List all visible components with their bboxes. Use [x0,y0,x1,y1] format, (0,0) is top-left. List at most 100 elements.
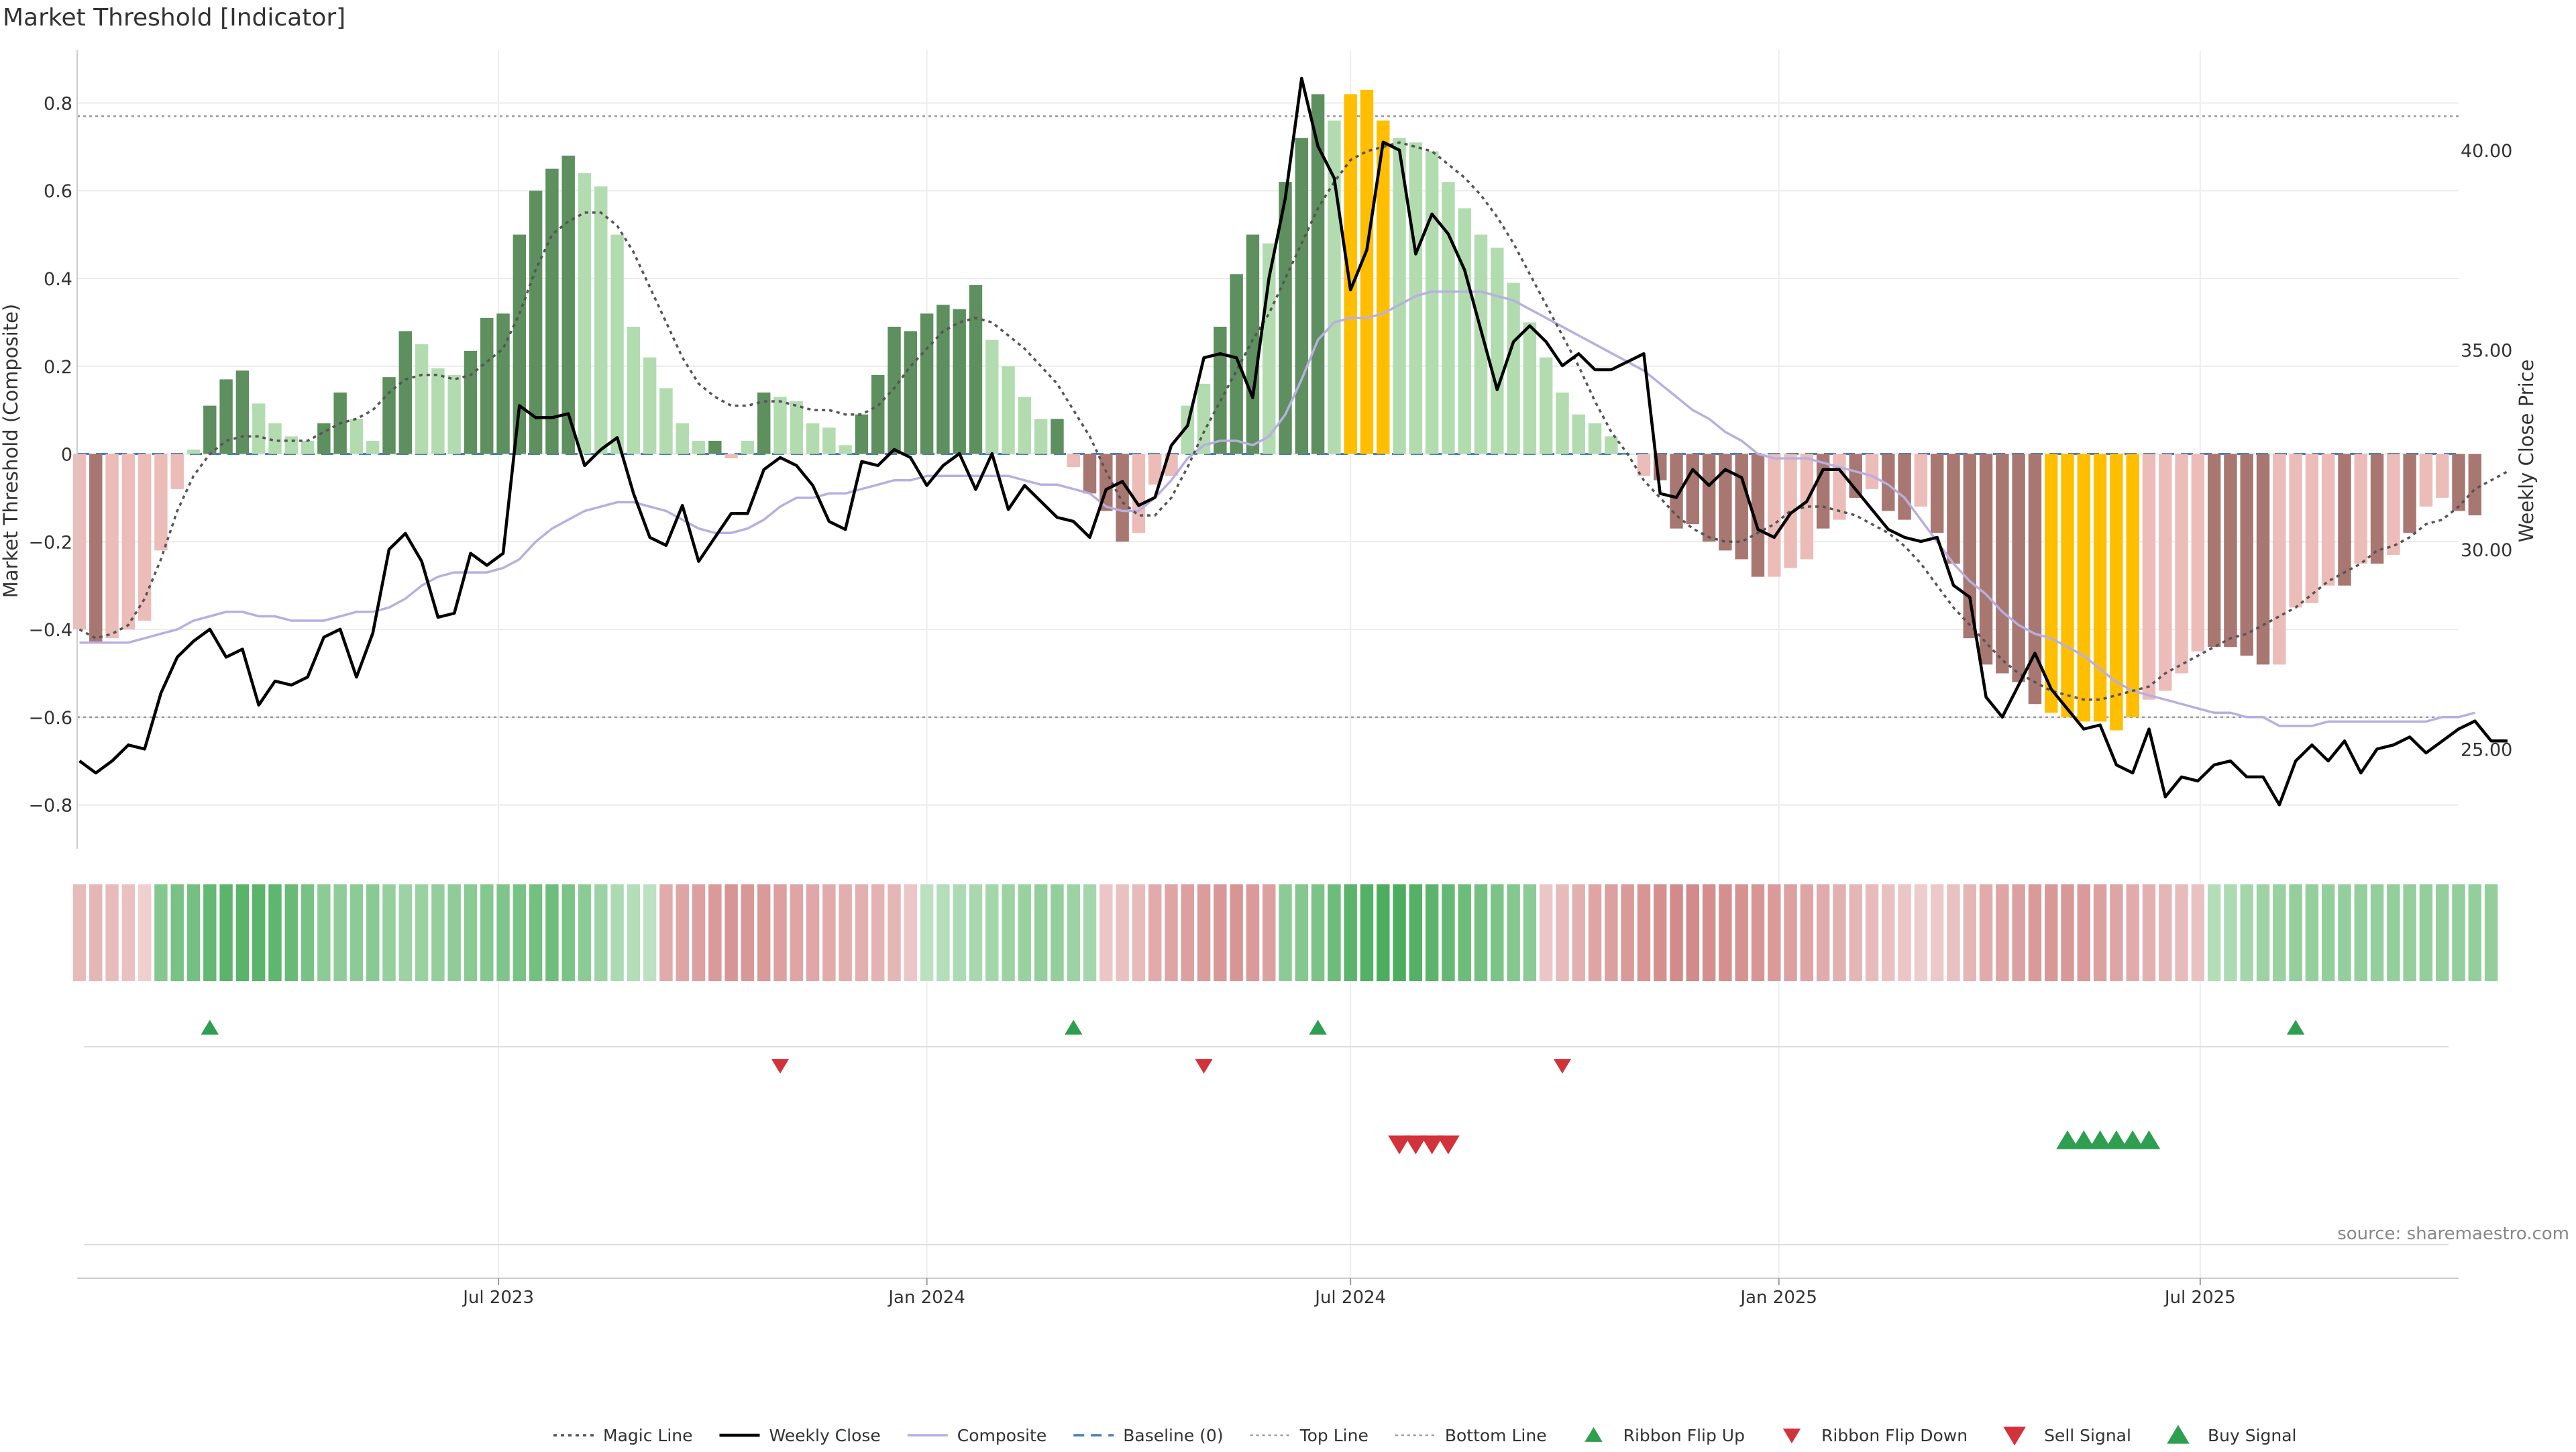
composite-bar [154,454,168,551]
ribbon-cell [170,884,184,981]
ribbon-cell [1067,884,1080,981]
ribbon-cell [1099,884,1113,981]
ribbon-cell [464,884,478,981]
ribbon-flip-up-marker [1065,1019,1083,1035]
ribbon-cell [1002,884,1015,981]
composite-bar [757,393,771,454]
ribbon-cell [1491,884,1504,981]
ribbon-cell [627,884,641,981]
composite-bar [398,331,413,454]
composite-bar [1800,454,1814,560]
x-axis: Jul 2023 Jan 2024 Jul 2024 Jan 2025 Jul 2025 [77,1278,2459,1308]
ribbon-cell [953,884,966,981]
composite-bar [969,284,983,454]
buy-signal-marker [2072,1130,2096,1149]
ribbon-cell [1507,884,1520,981]
ribbon-cell [1311,884,1325,981]
ribbon-cell [1670,884,1683,981]
ribbon-cell [773,884,787,981]
composite-bar [1556,393,1569,454]
composite-bar [855,414,869,454]
ribbon-cell [1263,884,1276,981]
composite-bar [203,405,217,454]
composite-bar [1686,454,1700,525]
ribbon-cell [594,884,608,981]
ribbon-cell [1914,884,1928,981]
composite-bar [2093,454,2107,722]
composite-bar [2012,454,2025,682]
composite-bar [676,423,689,454]
ribbon-cell [1246,884,1260,981]
buy-signal-marker [2056,1130,2079,1149]
composite-bar [2370,454,2384,564]
composite-bar [268,423,282,454]
composite-bar [2175,454,2188,674]
ribbon-cell [121,884,136,981]
y-tick-label-right: 35.00 [2461,340,2512,361]
ribbon-cell [1214,884,1227,981]
ribbon-cell [2419,884,2433,981]
series-lines [78,76,2508,807]
composite-bar [1702,454,1716,542]
composite-bars [72,89,2482,731]
y-tick-label-left: −0.4 [28,620,72,641]
composite-bar [235,370,250,454]
composite-bar [839,445,852,454]
ribbon-cell [692,884,706,981]
composite-bar [643,357,657,454]
legend-swatch [1585,1427,1603,1442]
ribbon-cell [578,884,592,981]
ribbon-cell [1979,884,1993,981]
composite-bar [1132,454,1146,533]
ribbon-cell [1588,884,1602,981]
composite-bar [1214,326,1227,454]
ribbon-cell [1083,884,1097,981]
composite-bar [1474,234,1488,454]
composite-bar [659,388,673,454]
composite-bar [1116,454,1129,542]
composite-bar [2061,454,2074,717]
composite-bar [2452,454,2465,511]
ribbon-cell [1523,884,1537,981]
y-tick-label-right: 30.00 [2461,540,2512,561]
ribbon-cell [2338,884,2351,981]
composite-bar [447,374,461,454]
composite-bar [1409,142,1423,454]
ribbon-cell [1947,884,1960,981]
sell-signal-marker [1437,1135,1460,1155]
composite-bar [1442,182,1455,454]
composite-bar [382,377,396,454]
ribbon-cell [513,884,527,981]
ribbon-cell [1800,884,1814,981]
composite-bar [594,186,608,454]
y-tick-label-left: 0.6 [44,181,72,202]
composite-bar [2321,454,2335,586]
composite-bar [2126,454,2139,717]
sell-signal-marker [1388,1135,1411,1155]
ribbon-cell [2321,884,2335,981]
axes: 0.8 0.6 0.4 0.2 0 −0.2 −0.4 −0.6 −0.8 40.00 35.00 3… [28,50,2512,849]
composite-bar [2028,454,2042,705]
composite-bar [1067,454,1080,468]
ribbon-cell [806,884,820,981]
ribbon-cell [2077,884,2091,981]
ribbon-cell [1833,884,1846,981]
ribbon-cell [366,884,380,981]
ribbon-cell [561,884,575,981]
legend-label: Weekly Close [769,1426,881,1445]
signal-markers [201,1019,2305,1155]
ribbon-cell [415,884,429,981]
composite-bar [1572,414,1585,454]
composite-bar [366,440,380,454]
ribbon-cell [1474,884,1488,981]
composite-bar [1393,138,1406,454]
composite-bar [1637,454,1651,476]
ribbon-cell [1442,884,1455,981]
ribbon-cell [2142,884,2156,981]
composite-bar [1230,274,1243,454]
y-tick-label-left: 0.2 [44,357,72,378]
ribbon-cell [757,884,771,981]
magic-line [78,141,2508,701]
composite-bar [578,173,592,454]
ribbon-cell [398,884,413,981]
